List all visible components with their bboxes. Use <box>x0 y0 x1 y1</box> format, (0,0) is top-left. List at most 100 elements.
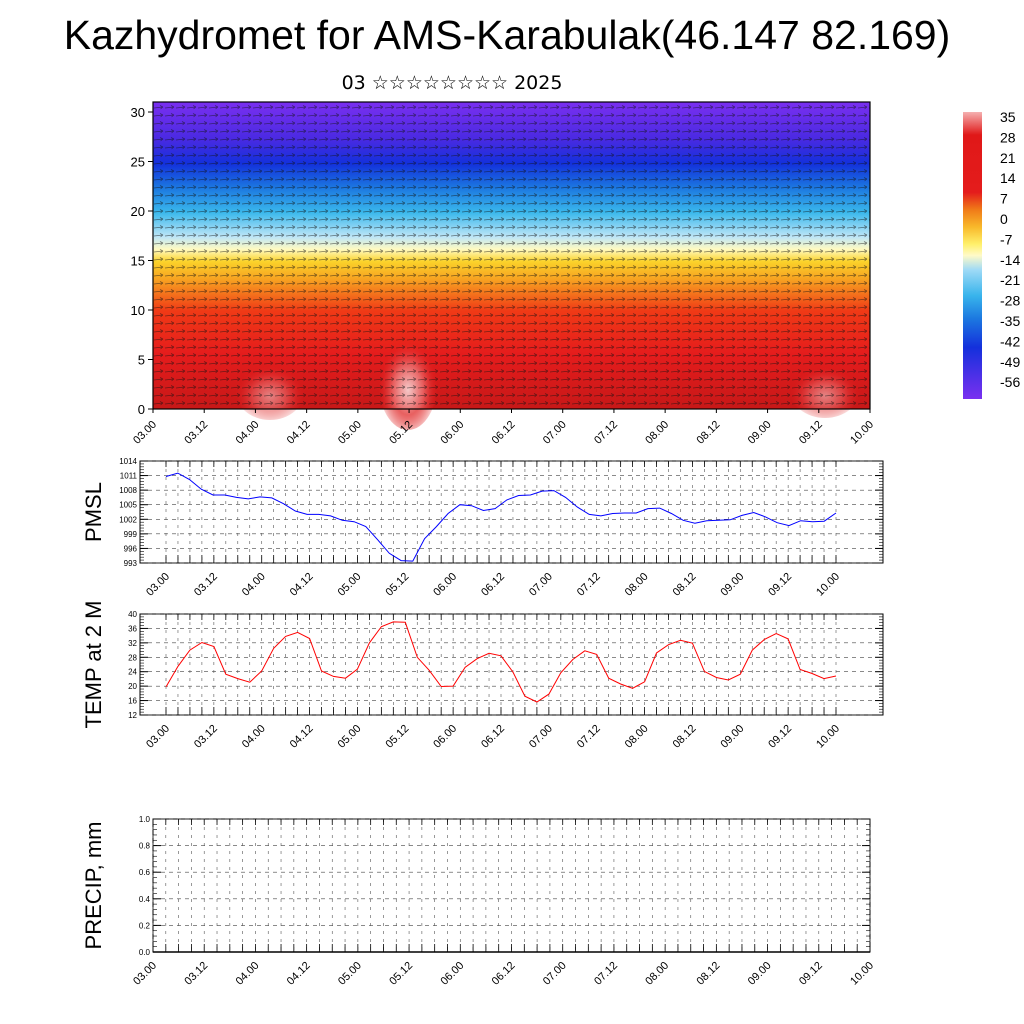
precip-panel: 0.0 0.2 0.4 0.6 0.8 1.0 03.00 03.12 04.00 04.12 05… <box>81 815 876 988</box>
colorbar-label: -42 <box>1000 333 1020 349</box>
y-tick-label: 999 <box>124 530 138 539</box>
y-tick-label: 0.8 <box>139 842 151 851</box>
x-tick-label: 09.12 <box>797 960 825 988</box>
y-tick-label: 28 <box>128 653 137 662</box>
x-tick-label: 08.00 <box>643 960 671 988</box>
x-tick-label: 07.12 <box>592 419 620 447</box>
y-tick-label: 0.2 <box>139 921 151 930</box>
colorbar-label: 35 <box>1000 109 1016 125</box>
y-axis-label: TEMP at 2 M <box>81 601 106 729</box>
x-tick-label: 04.00 <box>240 571 268 599</box>
y-tick-label: 1008 <box>119 486 137 495</box>
colorbar-label: -7 <box>1000 231 1013 247</box>
x-tick-label: 04.12 <box>285 960 313 988</box>
y-tick-label: 0.6 <box>139 868 151 877</box>
y-tick-label: 24 <box>128 668 137 677</box>
y-tick-label: 30 <box>131 105 145 120</box>
x-tick-label: 04.00 <box>234 960 262 988</box>
x-tick-label: 06.12 <box>490 960 518 988</box>
y-tick-label: 0.4 <box>139 895 151 904</box>
x-tick-label: 07.00 <box>527 571 555 599</box>
pmsl-panel: 993 996 999 1002 1005 1008 1011 1014 03.00 03.12 0… <box>81 457 884 599</box>
x-tick-label: 05.00 <box>336 723 364 751</box>
x-tick-label: 08.00 <box>643 419 671 447</box>
x-tick-label: 09.12 <box>766 723 794 751</box>
colorbar-label: 14 <box>1000 170 1016 186</box>
x-tick-label: 05.00 <box>336 571 364 599</box>
y-tick-label: 36 <box>128 624 137 633</box>
x-tick-label: 10.00 <box>848 960 876 988</box>
x-tick-label: 04.00 <box>240 723 268 751</box>
x-tick-label: 09.12 <box>797 419 825 447</box>
temp-panel: 12 16 20 24 28 32 36 40 03.00 03.12 04.00 04.12 05.0… <box>81 601 884 751</box>
temp-line <box>165 621 837 703</box>
y-tick-label: 40 <box>128 610 137 619</box>
x-tick-label: 03.12 <box>182 960 210 988</box>
colorbar-label: -49 <box>1000 354 1020 370</box>
x-tick-label: 07.00 <box>541 960 569 988</box>
x-tick-label: 07.12 <box>592 960 620 988</box>
x-tick-label: 06.00 <box>431 723 459 751</box>
colorbar-label: 21 <box>1000 150 1016 166</box>
x-tick-label: 05.00 <box>336 419 364 447</box>
x-tick-label: 07.12 <box>575 571 603 599</box>
y-tick-label: 5 <box>138 353 145 368</box>
x-tick-label: 05.12 <box>387 960 415 988</box>
x-tick-label: 10.00 <box>814 571 842 599</box>
y-tick-label: 25 <box>131 155 145 170</box>
pmsl-line <box>165 472 837 562</box>
x-tick-label: 06.12 <box>479 723 507 751</box>
x-tick-label: 03.12 <box>182 419 210 447</box>
y-tick-label: 1.0 <box>139 815 151 824</box>
x-tick-label: 08.12 <box>671 571 699 599</box>
y-tick-label: 1005 <box>119 501 137 510</box>
panel-frame <box>139 613 884 716</box>
x-tick-label: 09.00 <box>746 419 774 447</box>
x-tick-label: 09.12 <box>766 571 794 599</box>
x-tick-label: 07.12 <box>575 723 603 751</box>
chart-title: Kazhydromet for AMS-Karabulak(46.147 82.… <box>63 12 951 58</box>
x-tick-label: 04.12 <box>288 723 316 751</box>
x-tick-label: 08.00 <box>623 571 651 599</box>
y-tick-label: 20 <box>128 682 137 691</box>
x-tick-label: 08.12 <box>695 419 723 447</box>
y-tick-label: 16 <box>128 697 137 706</box>
x-tick-label: 03.12 <box>192 571 220 599</box>
x-tick-label: 08.12 <box>671 723 699 751</box>
x-tick-label: 03.00 <box>144 571 172 599</box>
x-tick-label: 04.00 <box>234 419 262 447</box>
x-tick-label: 05.12 <box>383 571 411 599</box>
x-tick-label: 03.12 <box>192 723 220 751</box>
y-tick-label: 10 <box>131 303 145 318</box>
x-tick-label: 08.00 <box>623 723 651 751</box>
x-tick-label: 10.00 <box>848 419 876 447</box>
colorbar-label: -35 <box>1000 313 1020 329</box>
colorbar: 35 28 21 14 7 0 -7 -14 -21 -28 -35 -42 -49 -56 <box>963 109 1020 399</box>
x-tick-label: 10.00 <box>814 723 842 751</box>
x-tick-label: 06.12 <box>490 419 518 447</box>
y-tick-label: 1002 <box>119 515 137 524</box>
x-tick-label: 03.00 <box>144 723 172 751</box>
panel-frame <box>139 460 884 564</box>
y-tick-label: 15 <box>131 254 145 269</box>
colorbar-label: -14 <box>1000 252 1020 268</box>
x-tick-label: 07.00 <box>541 419 569 447</box>
x-tick-label: 09.00 <box>718 723 746 751</box>
colorbar-scale <box>963 112 982 399</box>
x-tick-label: 09.00 <box>746 960 774 988</box>
x-tick-label: 06.00 <box>431 571 459 599</box>
y-tick-label: 996 <box>124 544 138 553</box>
chart-subtitle: 03 ☆☆☆☆☆☆☆☆ 2025 <box>341 72 563 94</box>
x-tick-label: 06.00 <box>438 960 466 988</box>
y-tick-label: 20 <box>131 204 145 219</box>
y-tick-label: 0.0 <box>139 948 151 957</box>
colorbar-label: 0 <box>1000 211 1008 227</box>
x-tick-label: 03.00 <box>131 419 159 447</box>
x-tick-label: 03.00 <box>131 960 159 988</box>
x-tick-label: 07.00 <box>527 723 555 751</box>
y-axis-label: PMSL <box>81 482 106 542</box>
y-axis-label: PRECIP, mm <box>81 822 106 950</box>
wind-vectors <box>153 102 870 409</box>
